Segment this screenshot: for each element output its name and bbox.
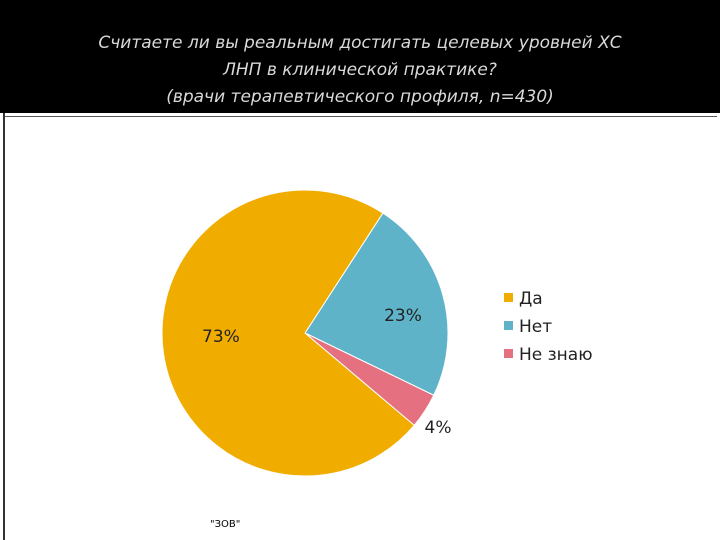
legend-swatch-2 [504, 349, 513, 358]
legend-label-1: Нет [519, 317, 552, 337]
slice-value-label-0: 73% [202, 327, 240, 347]
legend-swatch-0 [504, 293, 513, 302]
slice-value-label-1: 23% [384, 306, 422, 326]
title-line-1: Считаете ли вы реальным достигать целевы… [98, 33, 622, 53]
legend-swatch-1 [504, 321, 513, 330]
pie-slice-0 [161, 189, 415, 477]
title-line-3: (врачи терапевтического профиля, n=430) [166, 87, 554, 107]
pie-slice-1 [304, 212, 449, 396]
left-border-line [3, 113, 5, 540]
title-banner [0, 0, 720, 113]
title-line-2: ЛНП в клинической практике? [223, 60, 497, 80]
chart-title: Считаете ли вы реальным достигать целевы… [0, 30, 720, 111]
slice-value-label-2: 4% [425, 418, 452, 438]
legend-label-2: Не знаю [519, 345, 593, 365]
footnote: "ЗОВ" [210, 519, 241, 530]
legend-label-0: Да [519, 289, 543, 309]
divider-line [3, 116, 717, 117]
